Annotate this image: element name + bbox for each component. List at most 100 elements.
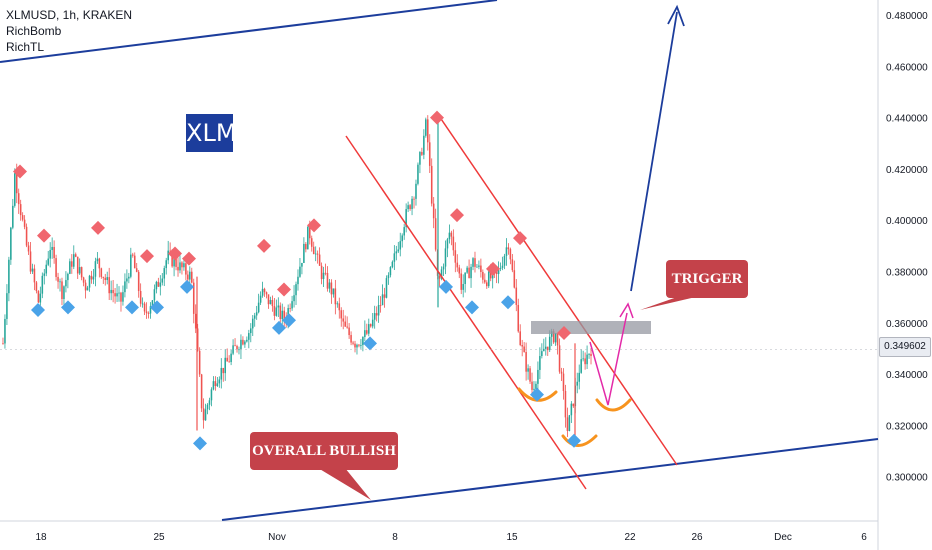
candle-body xyxy=(273,306,276,316)
candle-body xyxy=(584,358,586,365)
candle-body xyxy=(326,273,329,289)
target-arrow-line xyxy=(630,11,678,292)
candle-body xyxy=(216,383,219,386)
candle-body xyxy=(234,345,236,347)
y-tick-label: 0.440000 xyxy=(886,114,928,125)
candle-body xyxy=(171,251,173,267)
y-tick-label: 0.400000 xyxy=(886,216,928,227)
candle-body xyxy=(187,274,189,280)
candle-body xyxy=(580,359,582,373)
candle-body xyxy=(476,266,478,268)
candle-body xyxy=(480,265,482,272)
candle-body xyxy=(519,331,521,345)
candle-body xyxy=(102,276,105,278)
candle-body xyxy=(495,270,498,275)
candle-body xyxy=(283,310,285,321)
candle-body xyxy=(434,218,437,250)
candle-body xyxy=(269,299,272,305)
candle-body xyxy=(334,288,337,305)
candle-body xyxy=(173,258,175,267)
candle-body xyxy=(442,266,445,270)
candle-body xyxy=(545,346,547,349)
candle-body xyxy=(360,345,362,346)
candle-body xyxy=(145,311,148,314)
candle-body xyxy=(47,258,49,265)
candle-body xyxy=(65,280,67,287)
sell-signal-marker xyxy=(140,249,154,264)
candle-body xyxy=(204,409,207,421)
buy-signal-marker xyxy=(439,279,453,294)
indicator-richbomb: RichBomb xyxy=(6,24,62,38)
candle-body xyxy=(348,327,350,336)
x-tick-label: Nov xyxy=(268,532,286,543)
candle-body xyxy=(295,284,297,296)
candle-body xyxy=(29,251,32,272)
candle-body xyxy=(228,361,230,363)
sell-signal-marker xyxy=(277,282,291,297)
candle-body xyxy=(432,203,435,219)
candle-body xyxy=(417,164,419,184)
candle-body xyxy=(200,374,203,409)
candle-body xyxy=(503,255,506,266)
candle-body xyxy=(521,344,523,347)
candle-body xyxy=(318,254,321,266)
candle-body xyxy=(454,250,457,263)
candle-body xyxy=(191,271,193,283)
y-tick-label: 0.340000 xyxy=(886,370,928,381)
x-tick-label: 18 xyxy=(35,532,47,543)
candle-body xyxy=(310,238,313,247)
candle-body xyxy=(543,348,545,352)
candle-body xyxy=(37,291,40,303)
candle-body xyxy=(464,272,466,285)
candle-body xyxy=(499,267,502,269)
candle-body xyxy=(108,277,110,294)
buy-signal-marker xyxy=(125,300,139,315)
overall-bullish-callout: OVERALL BULLISH xyxy=(250,432,398,470)
channel-upper-line xyxy=(436,112,678,466)
target-arrowhead xyxy=(667,4,685,27)
candle-body xyxy=(67,273,69,281)
candle-body xyxy=(303,243,305,263)
candle-body xyxy=(440,269,443,279)
candle-body xyxy=(405,209,407,228)
sell-signal-marker xyxy=(13,164,27,179)
candle-body xyxy=(161,278,164,283)
candle-body xyxy=(218,379,221,384)
candle-body xyxy=(82,277,85,283)
candle-body xyxy=(395,251,398,254)
buy-signal-marker xyxy=(61,300,75,315)
candle-body xyxy=(8,259,10,294)
sell-signal-marker xyxy=(557,326,571,341)
candle-body xyxy=(403,227,405,236)
candle-body xyxy=(59,281,61,283)
symbol-label: XLMUSD, 1h, KRAKEN xyxy=(6,8,133,22)
sell-signal-marker xyxy=(307,218,321,233)
candle-body xyxy=(238,349,240,351)
candle-body xyxy=(578,372,580,382)
candle-body xyxy=(354,343,356,348)
candle-body xyxy=(531,381,533,390)
candle-body xyxy=(165,260,167,269)
candle-body xyxy=(141,303,144,305)
candle-body xyxy=(330,282,333,295)
candle-body xyxy=(86,287,89,291)
candle-body xyxy=(369,324,372,327)
buy-signal-marker xyxy=(193,436,207,451)
candle-body xyxy=(546,346,549,351)
candle-body xyxy=(137,271,140,291)
candle-body xyxy=(124,281,126,293)
y-tick-label: 0.460000 xyxy=(886,62,928,73)
cup-arc-bottom xyxy=(561,434,598,447)
candle-body xyxy=(379,305,382,306)
candle-body xyxy=(74,254,77,257)
trigger-callout: TRIGGER xyxy=(666,260,748,298)
candle-body xyxy=(560,371,563,374)
candle-body xyxy=(212,381,215,390)
x-tick-label: 26 xyxy=(691,532,703,543)
candle-body xyxy=(51,246,53,251)
buy-signal-marker xyxy=(31,302,45,317)
candle-body xyxy=(409,205,411,210)
candle-body xyxy=(525,352,527,372)
candle-body xyxy=(106,277,108,281)
candle-body xyxy=(523,346,525,353)
